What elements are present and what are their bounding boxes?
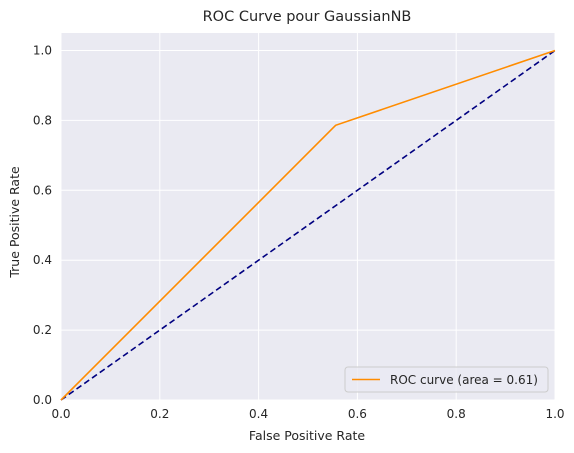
- series-layer: [60, 49, 556, 401]
- y-tick-label: 1.0: [33, 43, 52, 57]
- legend-box: [344, 366, 549, 393]
- x-tick-label: 1.0: [545, 407, 564, 421]
- x-tick-label: 0.6: [348, 407, 367, 421]
- y-tick-label: 0.8: [33, 113, 52, 127]
- x-tick-label: 0.0: [51, 407, 70, 421]
- y-tick-label: 0.4: [33, 253, 52, 267]
- y-tick-label: 0.2: [33, 323, 52, 337]
- y-axis-label: True Positive Rate: [7, 166, 22, 279]
- legend-label-roc: ROC curve (area = 0.61): [390, 373, 538, 387]
- chance-diagonal-line: [60, 49, 556, 401]
- roc-curve-line: [60, 49, 556, 401]
- x-tick-label: 0.8: [447, 407, 466, 421]
- x-tick-label: 0.2: [150, 407, 169, 421]
- x-axis-label: False Positive Rate: [249, 428, 365, 443]
- chart-title: ROC Curve pour GaussianNB: [203, 9, 412, 25]
- y-tick-label: 0.0: [33, 393, 52, 407]
- tick-labels: 0.0 0.2 0.4 0.6 0.8 1.0 0.0 0.2 0.4 0.6 0.8 1.0: [33, 43, 565, 421]
- y-tick-label: 0.6: [33, 183, 52, 197]
- x-tick-label: 0.4: [249, 407, 268, 421]
- grid-lines: [60, 33, 556, 401]
- legend: ROC curve (area = 0.61): [344, 366, 549, 393]
- plot-area: [61, 33, 555, 400]
